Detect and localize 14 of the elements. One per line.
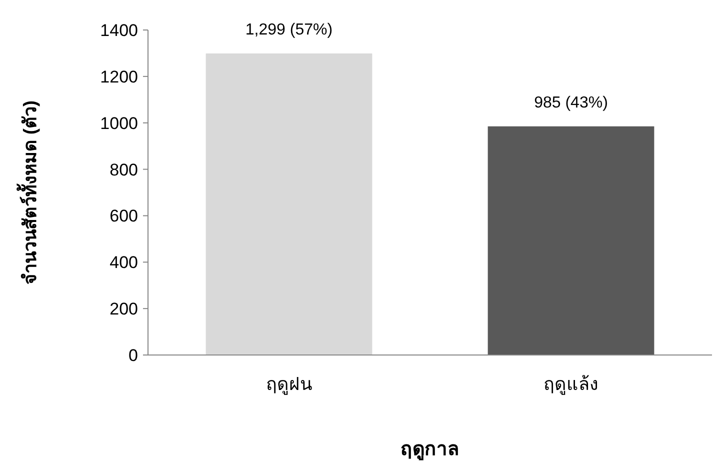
y-tick-label: 1400 [100,21,138,40]
y-axis-title: จำนวนสัตว์ทั้งหมด (ตัว) [16,100,40,284]
y-tick-label: 0 [128,346,138,365]
x-tick-label: ฤดูฝน [266,374,312,395]
data-label: 1,299 (57%) [245,21,333,38]
x-tick-label: ฤดูแล้ง [544,374,598,395]
y-tick-label: 1200 [100,67,138,86]
y-tick-label: 400 [110,253,138,272]
y-tick-label: 200 [110,300,138,319]
y-tick-label: 800 [110,160,138,180]
y-tick-label: 1000 [100,114,138,133]
y-tick-label: 600 [110,206,138,226]
data-label: 985 (43%) [534,94,608,112]
x-axis-title: ฤดูกาล [400,439,460,461]
